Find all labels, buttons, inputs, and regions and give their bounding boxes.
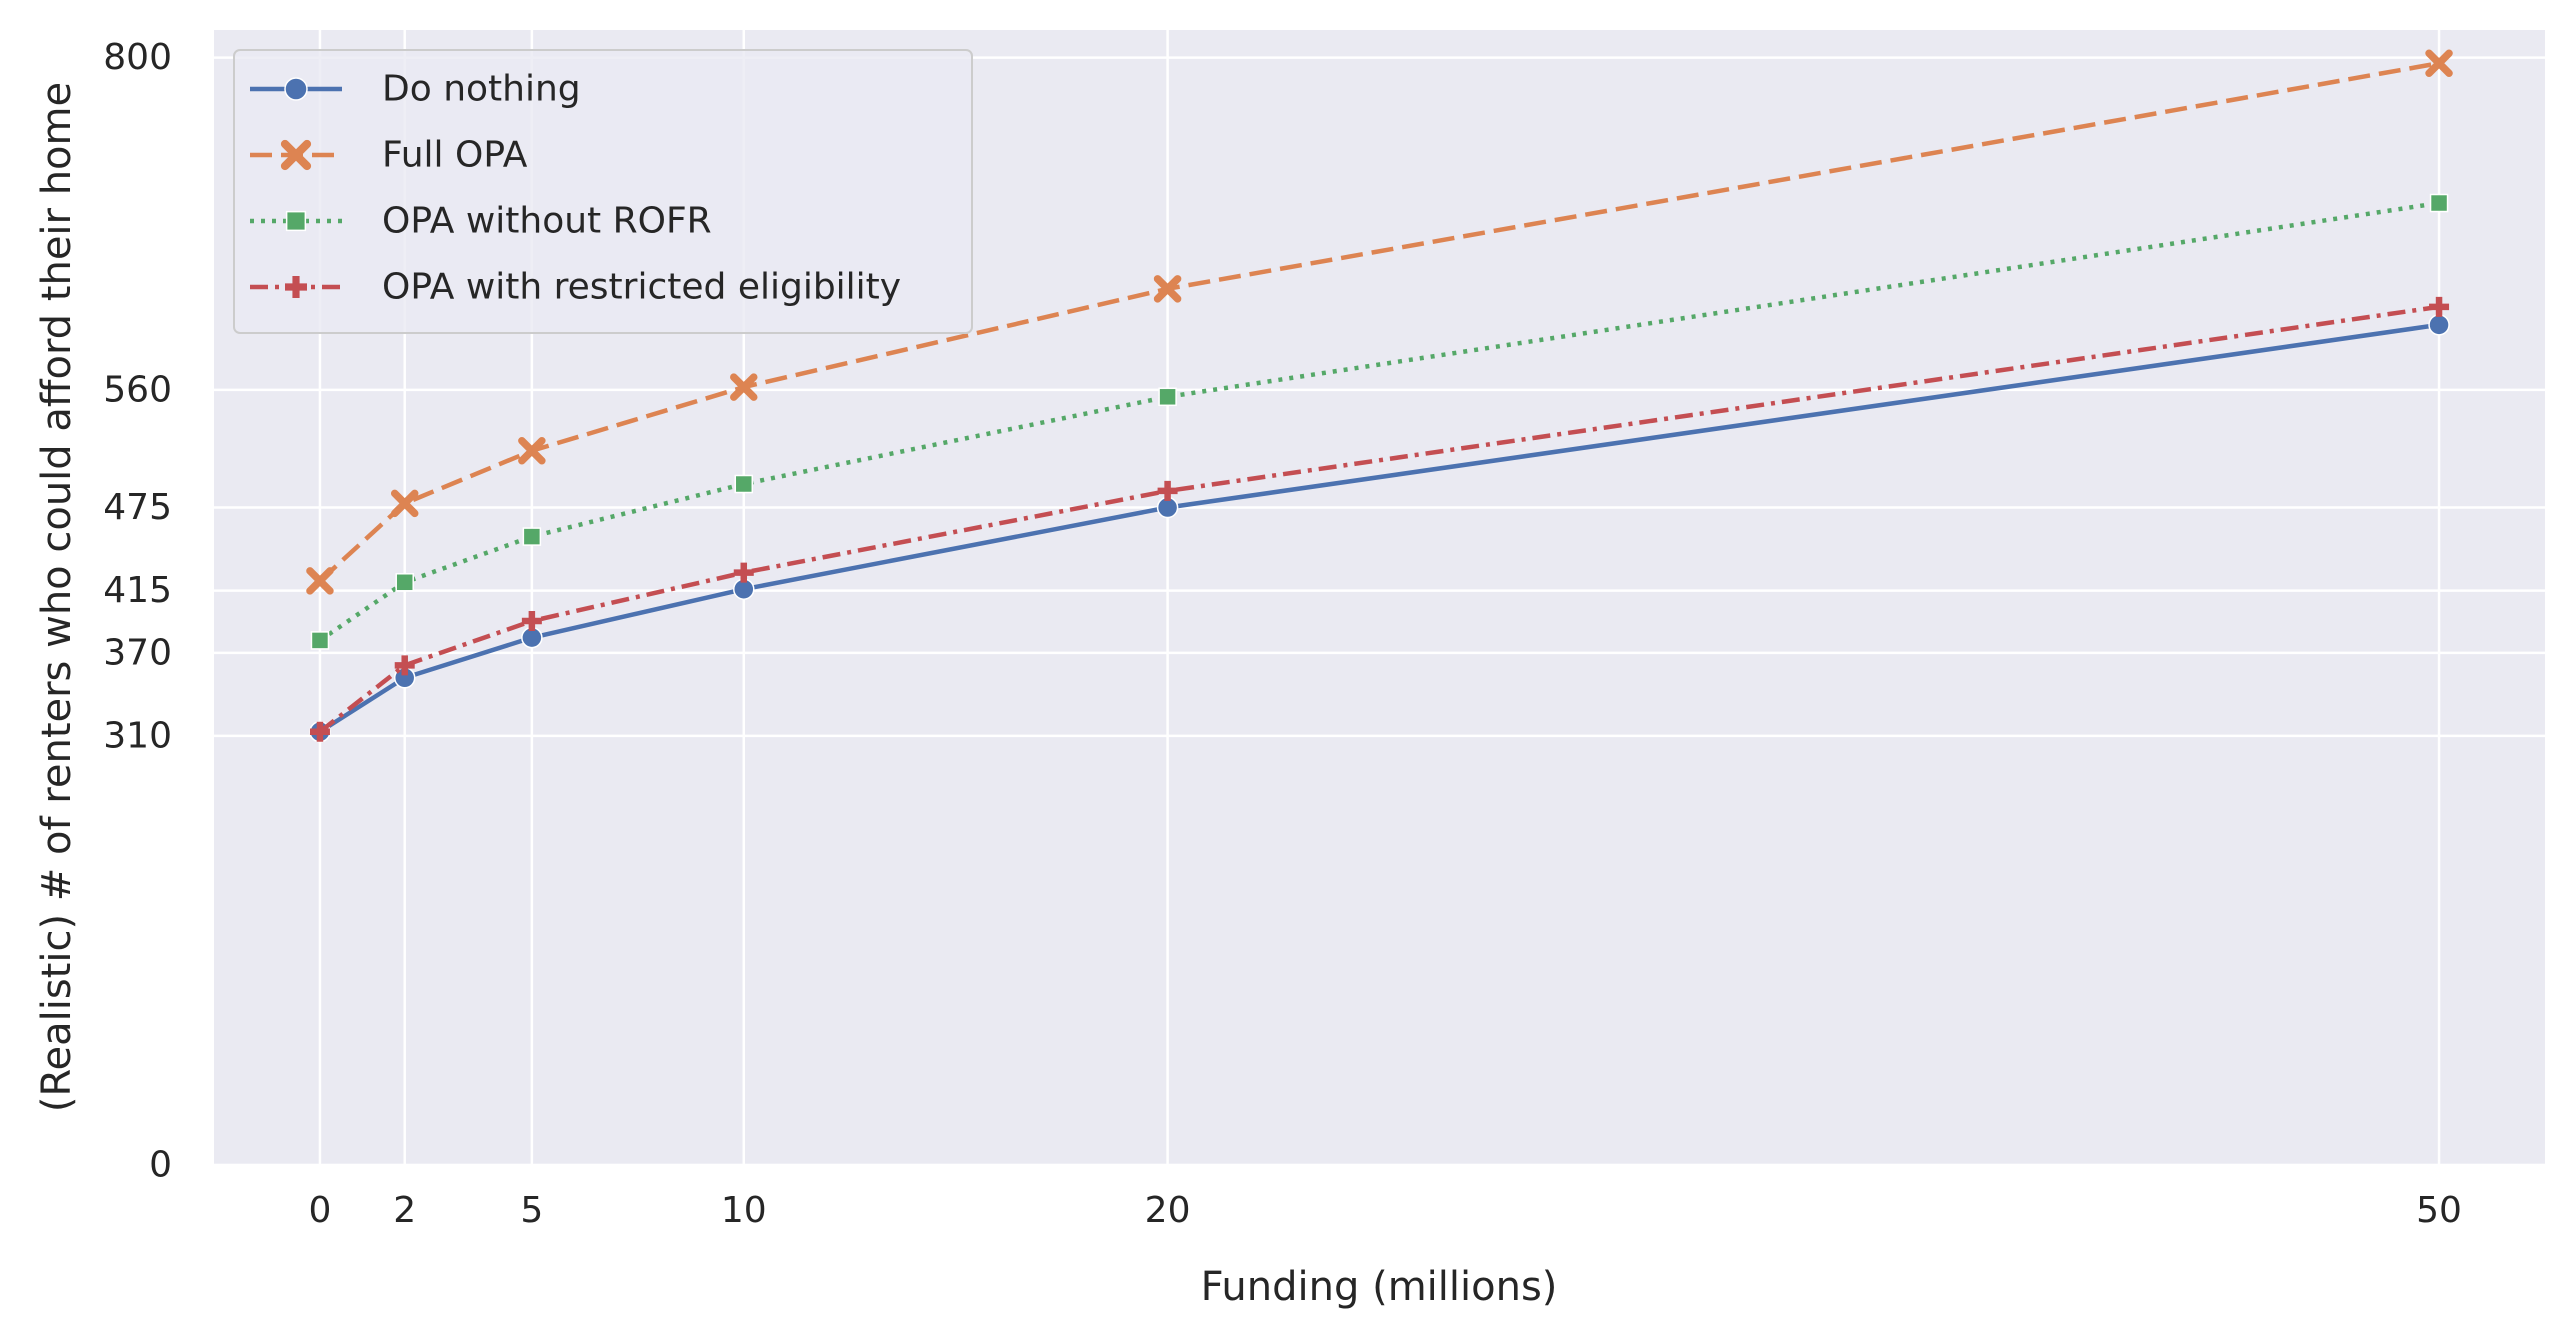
legend-frame [233, 49, 973, 334]
y-axis-label: (Realistic) # of renters who could affor… [34, 82, 80, 1112]
legend-item: OPA with restricted eligibility [250, 267, 901, 308]
x-tick-label: 0 [309, 1190, 332, 1231]
data-point [1158, 387, 1177, 407]
data-point [306, 567, 334, 595]
data-point [733, 562, 754, 583]
x-tick-label: 2 [393, 1190, 416, 1231]
legend-marker [285, 210, 307, 232]
data-point [2429, 193, 2449, 213]
data-point [390, 489, 419, 518]
y-tick-label: 415 [103, 570, 172, 611]
legend-marker [280, 139, 312, 171]
legend-marker [284, 77, 308, 101]
data-point [395, 573, 414, 592]
data-point [734, 474, 754, 494]
x-tick-label: 5 [520, 1190, 543, 1231]
series-layer [306, 49, 2453, 743]
legend-marker [285, 276, 307, 298]
series-line [318, 200, 2440, 643]
y-tick-label: 370 [103, 632, 172, 673]
data-point [394, 655, 415, 676]
legend: Do nothing Full OPA OPA without ROFR OPA wi… [233, 49, 973, 334]
data-point [1153, 275, 1182, 303]
series-do-nothing [309, 314, 2450, 743]
x-tick-label: 50 [2416, 1190, 2462, 1231]
y-tick-label: 310 [103, 715, 172, 756]
y-tick-label: 560 [103, 369, 172, 410]
legend-item: Full OPA [250, 135, 528, 176]
x-tick-labels: 0 2 5 10 20 50 [309, 1190, 2462, 1231]
legend-label: OPA with restricted eligibility [382, 267, 901, 308]
data-point [309, 721, 330, 742]
data-point [518, 437, 546, 465]
data-point [2425, 49, 2453, 77]
legend-item: Do nothing [250, 69, 581, 110]
legend-label: OPA without ROFR [382, 201, 712, 242]
data-point [2429, 296, 2450, 317]
series-opa-with-restricted-eligibility [309, 296, 2450, 742]
data-point [730, 373, 758, 401]
series-full-opa [306, 49, 2453, 595]
series-opa-without-rofr [310, 193, 2449, 650]
y-tick-label: 0 [149, 1145, 172, 1186]
data-point [522, 527, 542, 546]
series-line [318, 304, 2440, 734]
data-point [2428, 314, 2450, 336]
data-point [310, 631, 330, 650]
series-line [318, 61, 2440, 583]
legend-label: Full OPA [382, 135, 528, 176]
series-line [318, 322, 2440, 734]
y-tick-labels: 0 310 370 415 475 560 800 [103, 37, 172, 1185]
x-axis-label: Funding (millions) [1201, 1264, 1558, 1310]
y-tick-label: 800 [103, 37, 172, 78]
x-tick-label: 10 [721, 1190, 767, 1231]
legend-label: Do nothing [382, 69, 581, 110]
y-tick-label: 475 [103, 487, 172, 528]
data-point [1157, 480, 1178, 501]
data-point [521, 611, 542, 632]
legend-item: OPA without ROFR [250, 201, 712, 242]
x-tick-label: 20 [1145, 1190, 1191, 1231]
